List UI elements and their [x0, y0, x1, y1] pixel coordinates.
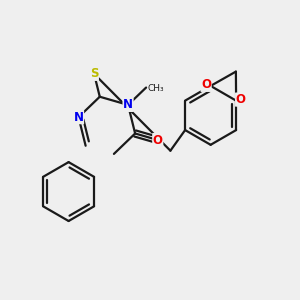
Text: S: S [90, 68, 98, 80]
Text: O: O [201, 78, 211, 92]
Text: N: N [74, 111, 84, 124]
Text: O: O [153, 134, 163, 146]
Text: N: N [123, 98, 133, 111]
Text: O: O [236, 93, 246, 106]
Text: CH₃: CH₃ [148, 84, 164, 93]
